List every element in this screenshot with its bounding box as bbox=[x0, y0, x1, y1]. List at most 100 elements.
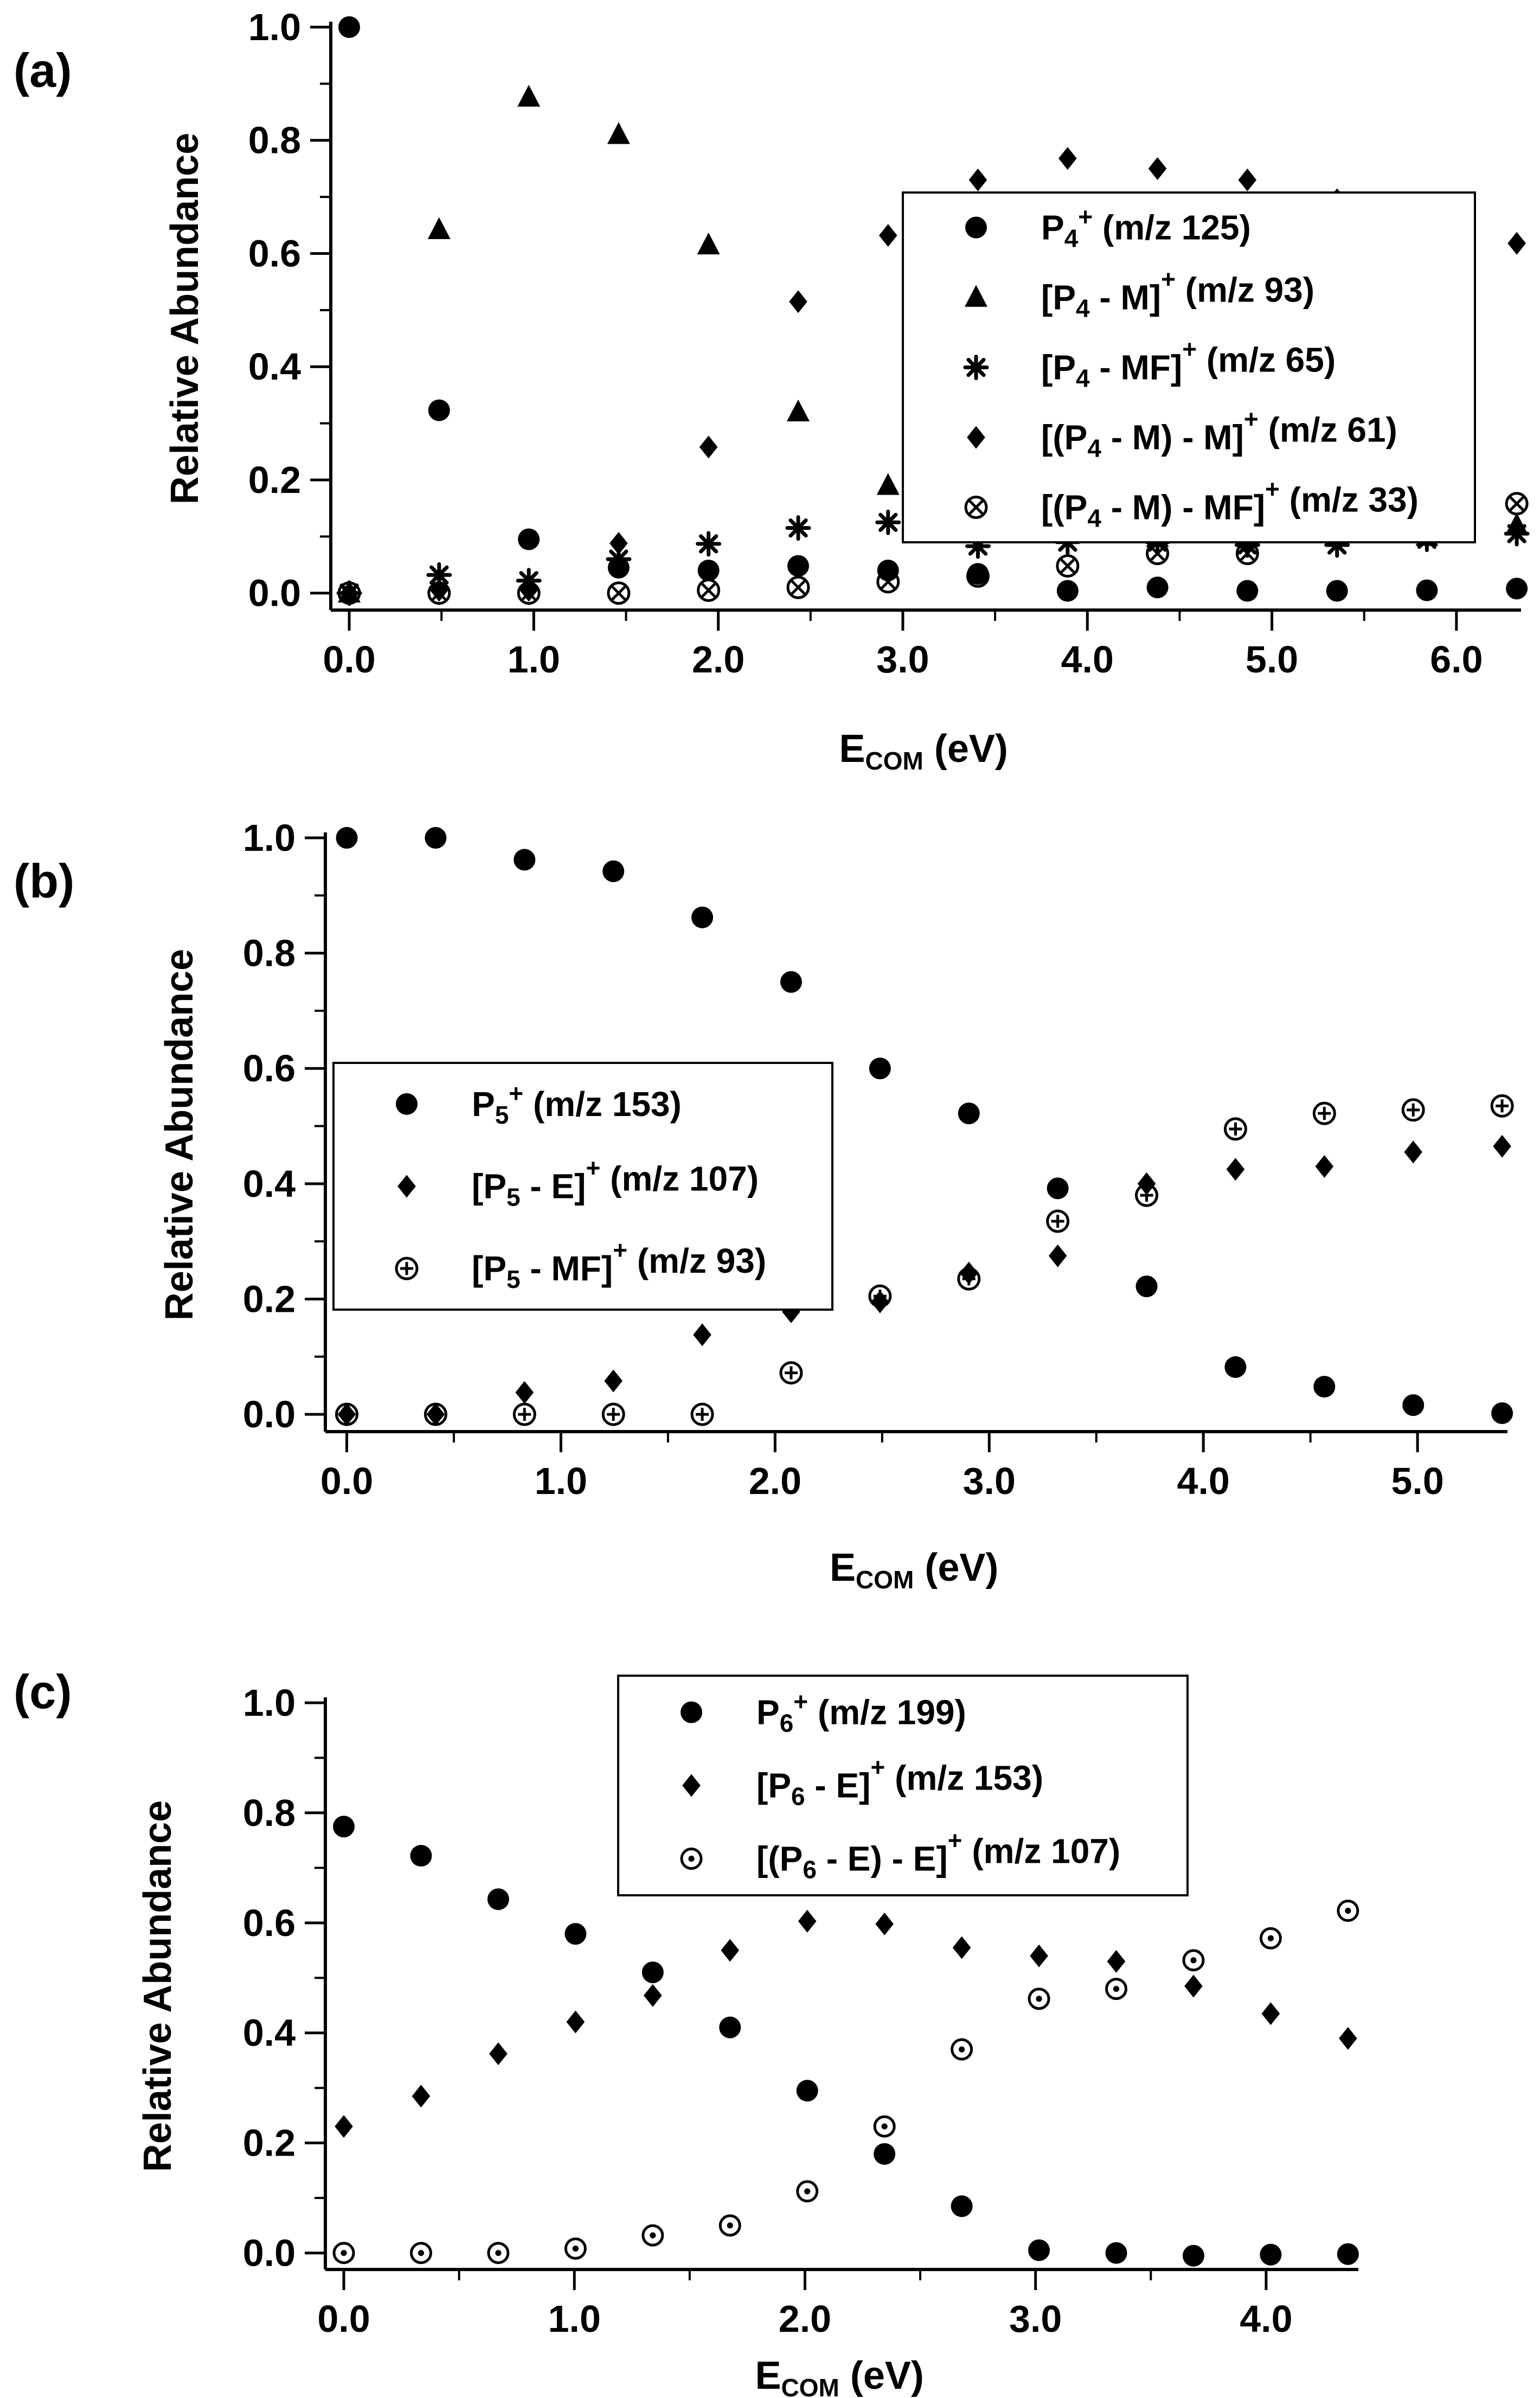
data-point bbox=[427, 581, 451, 605]
data-point-stroke bbox=[431, 585, 447, 601]
y-tick-label: 0.8 bbox=[243, 932, 296, 974]
data-point bbox=[787, 555, 810, 577]
data-point-ring bbox=[424, 1402, 447, 1426]
legend-entry-part: (m/z 153) bbox=[885, 1759, 1043, 1798]
data-point bbox=[1146, 576, 1169, 599]
data-point bbox=[1184, 1974, 1203, 1998]
legend-marker bbox=[965, 285, 987, 307]
y-tick-label: 0.2 bbox=[243, 1278, 296, 1320]
data-point bbox=[487, 2242, 510, 2265]
legend: P4+ (m/z 125)[P4 - M]+ (m/z 93)[P4 - MF]… bbox=[902, 191, 1476, 543]
legend-entry: [P5 - E]+ (m/z 107) bbox=[472, 1154, 759, 1211]
legend-marker-dot bbox=[688, 1855, 695, 1862]
data-point-ring bbox=[966, 564, 990, 588]
data-point bbox=[1261, 2002, 1280, 2025]
data-point-stroke bbox=[788, 518, 808, 538]
legend: P5+ (m/z 153)[P5 - E]+ (m/z 107)[P5 - MF… bbox=[332, 1062, 833, 1311]
data-point bbox=[428, 399, 450, 421]
data-point-dot bbox=[881, 2123, 888, 2130]
chart-panel-3: (c) 0.0 0.2 0.4 0.6 0.8 1.0 0.0 1.0 2.0 3.0 4.0 ECOM… bbox=[14, 1665, 1359, 2398]
data-point bbox=[641, 2224, 664, 2247]
x-tick-label: 0.0 bbox=[317, 2298, 370, 2340]
x-tick-label: 1.0 bbox=[548, 2298, 601, 2340]
data-point-stroke bbox=[611, 585, 627, 601]
data-point bbox=[515, 1381, 534, 1404]
legend-marker bbox=[395, 1256, 419, 1280]
data-point bbox=[512, 1402, 536, 1426]
data-point-dot bbox=[1190, 1957, 1197, 1964]
data-point bbox=[607, 581, 631, 605]
data-point bbox=[1238, 168, 1257, 191]
legend-entry-part: [P bbox=[472, 1167, 506, 1206]
data-point-ring bbox=[487, 2242, 510, 2265]
x-tick-label: 4.0 bbox=[1061, 638, 1114, 681]
x-axis-title: ECOM (eV) bbox=[839, 727, 1008, 775]
legend-marker bbox=[397, 1175, 416, 1198]
data-point-ring bbox=[512, 1402, 536, 1426]
data-point bbox=[697, 232, 720, 255]
y-tick-label: 0.0 bbox=[243, 1393, 296, 1435]
data-point bbox=[1490, 1094, 1514, 1118]
data-point bbox=[1339, 2027, 1357, 2050]
data-point bbox=[780, 971, 802, 993]
data-point-ring bbox=[427, 581, 451, 605]
legend-entry-part: + bbox=[586, 1154, 600, 1182]
x-tick-label: 3.0 bbox=[963, 1460, 1016, 1502]
x-tick-label: 3.0 bbox=[1009, 2298, 1062, 2340]
legend-entry-part: + bbox=[948, 1826, 963, 1855]
data-point bbox=[1182, 1949, 1205, 1972]
data-point bbox=[951, 2195, 973, 2217]
data-point bbox=[878, 224, 897, 247]
chart-panel-1: (a) 0.0 0.2 0.4 0.6 0.8 1.0 0.0 1.0 2.0 3.0 4.0 5.0 6… bbox=[14, 6, 1530, 775]
data-point bbox=[693, 1323, 711, 1347]
data-point bbox=[601, 1402, 625, 1426]
legend-entry-part: P bbox=[472, 1085, 495, 1124]
data-point bbox=[786, 575, 810, 599]
data-point-ring bbox=[876, 570, 900, 594]
data-point bbox=[609, 531, 628, 555]
data-point-stroke bbox=[1060, 558, 1076, 574]
data-point-ring bbox=[690, 1402, 714, 1426]
legend-entry-part: 4 bbox=[1087, 434, 1101, 463]
data-point bbox=[874, 2143, 896, 2165]
legend-entry-part: - MF] bbox=[521, 1249, 613, 1288]
data-point bbox=[1337, 2243, 1359, 2265]
data-point-ring bbox=[1056, 554, 1080, 578]
legend-marker-stroke bbox=[968, 499, 984, 515]
legend-entry-part: (m/z 125) bbox=[1093, 208, 1251, 247]
legend-entry-part: [P bbox=[1041, 278, 1076, 317]
data-point bbox=[789, 290, 807, 313]
data-point bbox=[719, 2016, 741, 2038]
legend-entry-part: (m/z 153) bbox=[523, 1085, 682, 1124]
data-point-ring bbox=[1490, 1094, 1514, 1118]
legend-entry-part: (m/z 65) bbox=[1197, 341, 1336, 380]
data-point bbox=[796, 2180, 819, 2203]
data-point bbox=[517, 85, 541, 107]
data-point bbox=[336, 827, 358, 849]
data-point bbox=[1028, 2239, 1050, 2261]
series-1 bbox=[333, 1816, 1359, 2267]
legend-entry-part: 5 bbox=[495, 1101, 509, 1129]
data-point bbox=[1107, 1950, 1126, 1973]
data-point bbox=[876, 570, 900, 594]
legend-entry-part: 5 bbox=[506, 1265, 521, 1293]
legend-marker bbox=[396, 1093, 418, 1115]
data-point-stroke bbox=[1150, 546, 1165, 561]
x-tick-label: 2.0 bbox=[749, 1460, 801, 1502]
data-point-stroke bbox=[1507, 524, 1526, 543]
data-point-ring bbox=[786, 575, 810, 599]
panel-label: (c) bbox=[14, 1665, 72, 1719]
data-point bbox=[1259, 1927, 1282, 1950]
data-point-ring bbox=[1105, 1978, 1128, 2001]
data-point bbox=[697, 578, 721, 602]
data-point bbox=[1260, 2243, 1282, 2266]
data-point bbox=[1315, 1155, 1334, 1178]
data-point bbox=[951, 2038, 973, 2061]
data-point-dot bbox=[418, 2249, 425, 2256]
data-point-ring bbox=[1028, 1987, 1050, 2010]
y-tick-label: 0.6 bbox=[243, 1047, 296, 1089]
data-point bbox=[1056, 580, 1079, 602]
legend-entry-part: + bbox=[613, 1236, 627, 1264]
legend-entry-part: [(P bbox=[1041, 488, 1087, 527]
data-point bbox=[1505, 492, 1529, 516]
